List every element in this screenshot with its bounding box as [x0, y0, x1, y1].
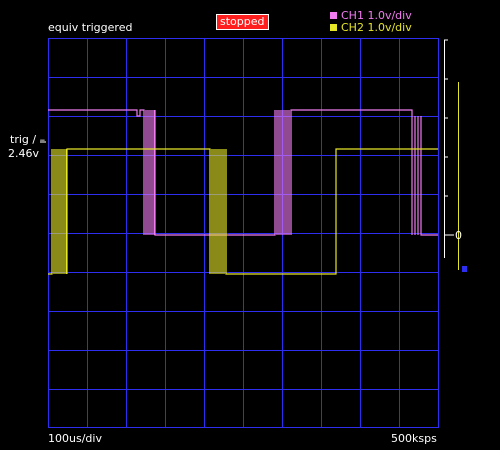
legend-ch2: CH2 1.0v/div [330, 22, 412, 34]
ch1-legend-label: CH1 1.0v/div [341, 9, 412, 22]
ch1-swatch [330, 12, 337, 19]
trig-level-value: 2.46v [8, 147, 40, 160]
ch2-trace [48, 148, 438, 275]
ch2-position-marker[interactable] [462, 266, 467, 272]
ch1-trace [48, 109, 438, 236]
trigger-mode-label: equiv triggered [48, 21, 133, 34]
ch2-swatch [330, 24, 337, 31]
zero-marker-text: 0 [455, 229, 462, 242]
sample-rate-label: 500ksps [391, 432, 437, 445]
status-badge[interactable]: stopped [216, 14, 269, 30]
grid [48, 38, 439, 428]
trig-label: trig / – [10, 133, 46, 146]
right-scale [444, 39, 454, 258]
legend-ch1: CH1 1.0v/div [330, 10, 412, 22]
ch2-legend-label: CH2 1.0v/div [341, 21, 412, 34]
timebase-label: 100us/div [48, 432, 102, 445]
